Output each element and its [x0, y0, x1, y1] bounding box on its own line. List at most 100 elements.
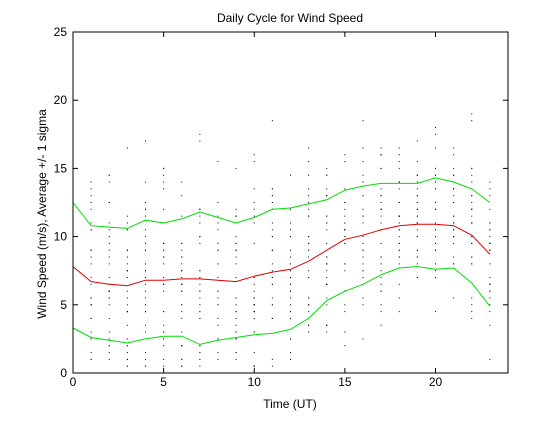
scatter-point	[344, 202, 346, 203]
scatter-point	[398, 188, 400, 190]
scatter-point	[126, 270, 128, 272]
scatter-point	[398, 297, 400, 299]
scatter-point	[435, 147, 436, 149]
scatter-point	[108, 263, 110, 265]
scatter-point	[90, 195, 92, 197]
scatter-point	[271, 195, 273, 197]
scatter-point	[489, 229, 491, 231]
scatter-point	[181, 365, 183, 367]
scatter-point	[290, 297, 291, 299]
scatter-point	[145, 263, 146, 265]
scatter-point	[380, 208, 382, 210]
scatter-point	[181, 270, 183, 272]
y-axis-label: Wind Speed (m/s), Average +/- 1 sigma	[35, 109, 49, 319]
scatter-point	[435, 270, 436, 272]
scatter-point	[181, 358, 183, 360]
scatter-point	[435, 236, 436, 238]
scatter-point	[326, 263, 328, 265]
scatter-point	[181, 311, 183, 313]
scatter-point	[489, 222, 491, 224]
scatter-point	[145, 358, 146, 360]
scatter-point	[126, 324, 128, 326]
scatter-point	[362, 215, 364, 217]
scatter-point	[471, 167, 473, 169]
scatter-point	[199, 290, 201, 292]
scatter-point	[235, 167, 237, 169]
scatter-point	[217, 324, 219, 326]
scatter-point	[471, 304, 473, 306]
scatter-point	[435, 311, 436, 313]
scatter-point	[108, 290, 110, 292]
scatter-point	[199, 215, 201, 217]
scatter-point	[326, 242, 328, 244]
scatter-point	[90, 181, 92, 183]
scatter-point	[163, 283, 165, 285]
scatter-point	[271, 222, 273, 224]
scatter-point	[380, 195, 382, 197]
scatter-point	[199, 345, 201, 347]
scatter-point	[362, 277, 364, 279]
scatter-point	[271, 188, 273, 190]
scatter-point	[253, 188, 255, 190]
scatter-point	[181, 290, 183, 292]
scatter-point	[471, 120, 473, 122]
scatter-point	[181, 331, 183, 333]
scatter-point	[326, 174, 328, 176]
scatter-points	[72, 113, 491, 367]
scatter-point	[326, 283, 328, 285]
scatter-point	[271, 277, 273, 279]
scatter-point	[344, 229, 346, 231]
scatter-point	[326, 277, 328, 279]
scatter-point	[235, 263, 237, 265]
scatter-point	[453, 167, 455, 169]
scatter-point	[108, 181, 110, 183]
scatter-point	[489, 195, 491, 197]
scatter-point	[199, 311, 201, 313]
scatter-point	[199, 304, 201, 306]
scatter-point	[471, 242, 473, 244]
scatter-point	[126, 311, 128, 313]
scatter-point	[362, 256, 364, 258]
scatter-point	[308, 147, 310, 149]
scatter-point	[126, 222, 128, 224]
scatter-point	[453, 215, 455, 217]
scatter-point	[416, 188, 418, 190]
scatter-point	[108, 229, 110, 231]
scatter-point	[380, 290, 382, 292]
scatter-point	[108, 317, 110, 319]
scatter-point	[416, 208, 418, 210]
y-tick-label: 5	[60, 298, 67, 312]
scatter-point	[108, 338, 110, 340]
scatter-point	[326, 222, 328, 224]
scatter-point	[489, 181, 491, 183]
scatter-point	[108, 249, 110, 251]
scatter-point	[145, 208, 146, 210]
scatter-point	[235, 338, 237, 340]
scatter-point	[217, 263, 219, 265]
scatter-point	[308, 202, 310, 203]
scatter-point	[344, 236, 346, 238]
scatter-point	[90, 208, 92, 210]
scatter-point	[126, 358, 128, 360]
scatter-point	[217, 242, 219, 244]
scatter-point	[380, 222, 382, 224]
scatter-point	[235, 358, 237, 360]
scatter-point	[416, 277, 418, 279]
scatter-point	[380, 154, 382, 156]
scatter-point	[471, 181, 473, 183]
scatter-point	[145, 202, 146, 203]
scatter-point	[253, 161, 255, 163]
scatter-point	[362, 304, 364, 306]
mean-line	[72, 223, 491, 287]
scatter-point	[290, 229, 291, 231]
scatter-point	[453, 263, 455, 265]
scatter-point	[290, 358, 291, 360]
scatter-point	[199, 277, 201, 279]
scatter-point	[471, 202, 473, 203]
scatter-point	[108, 222, 110, 224]
scatter-point	[380, 167, 382, 169]
scatter-point	[398, 181, 400, 183]
scatter-point	[108, 352, 110, 354]
scatter-point	[290, 263, 291, 265]
